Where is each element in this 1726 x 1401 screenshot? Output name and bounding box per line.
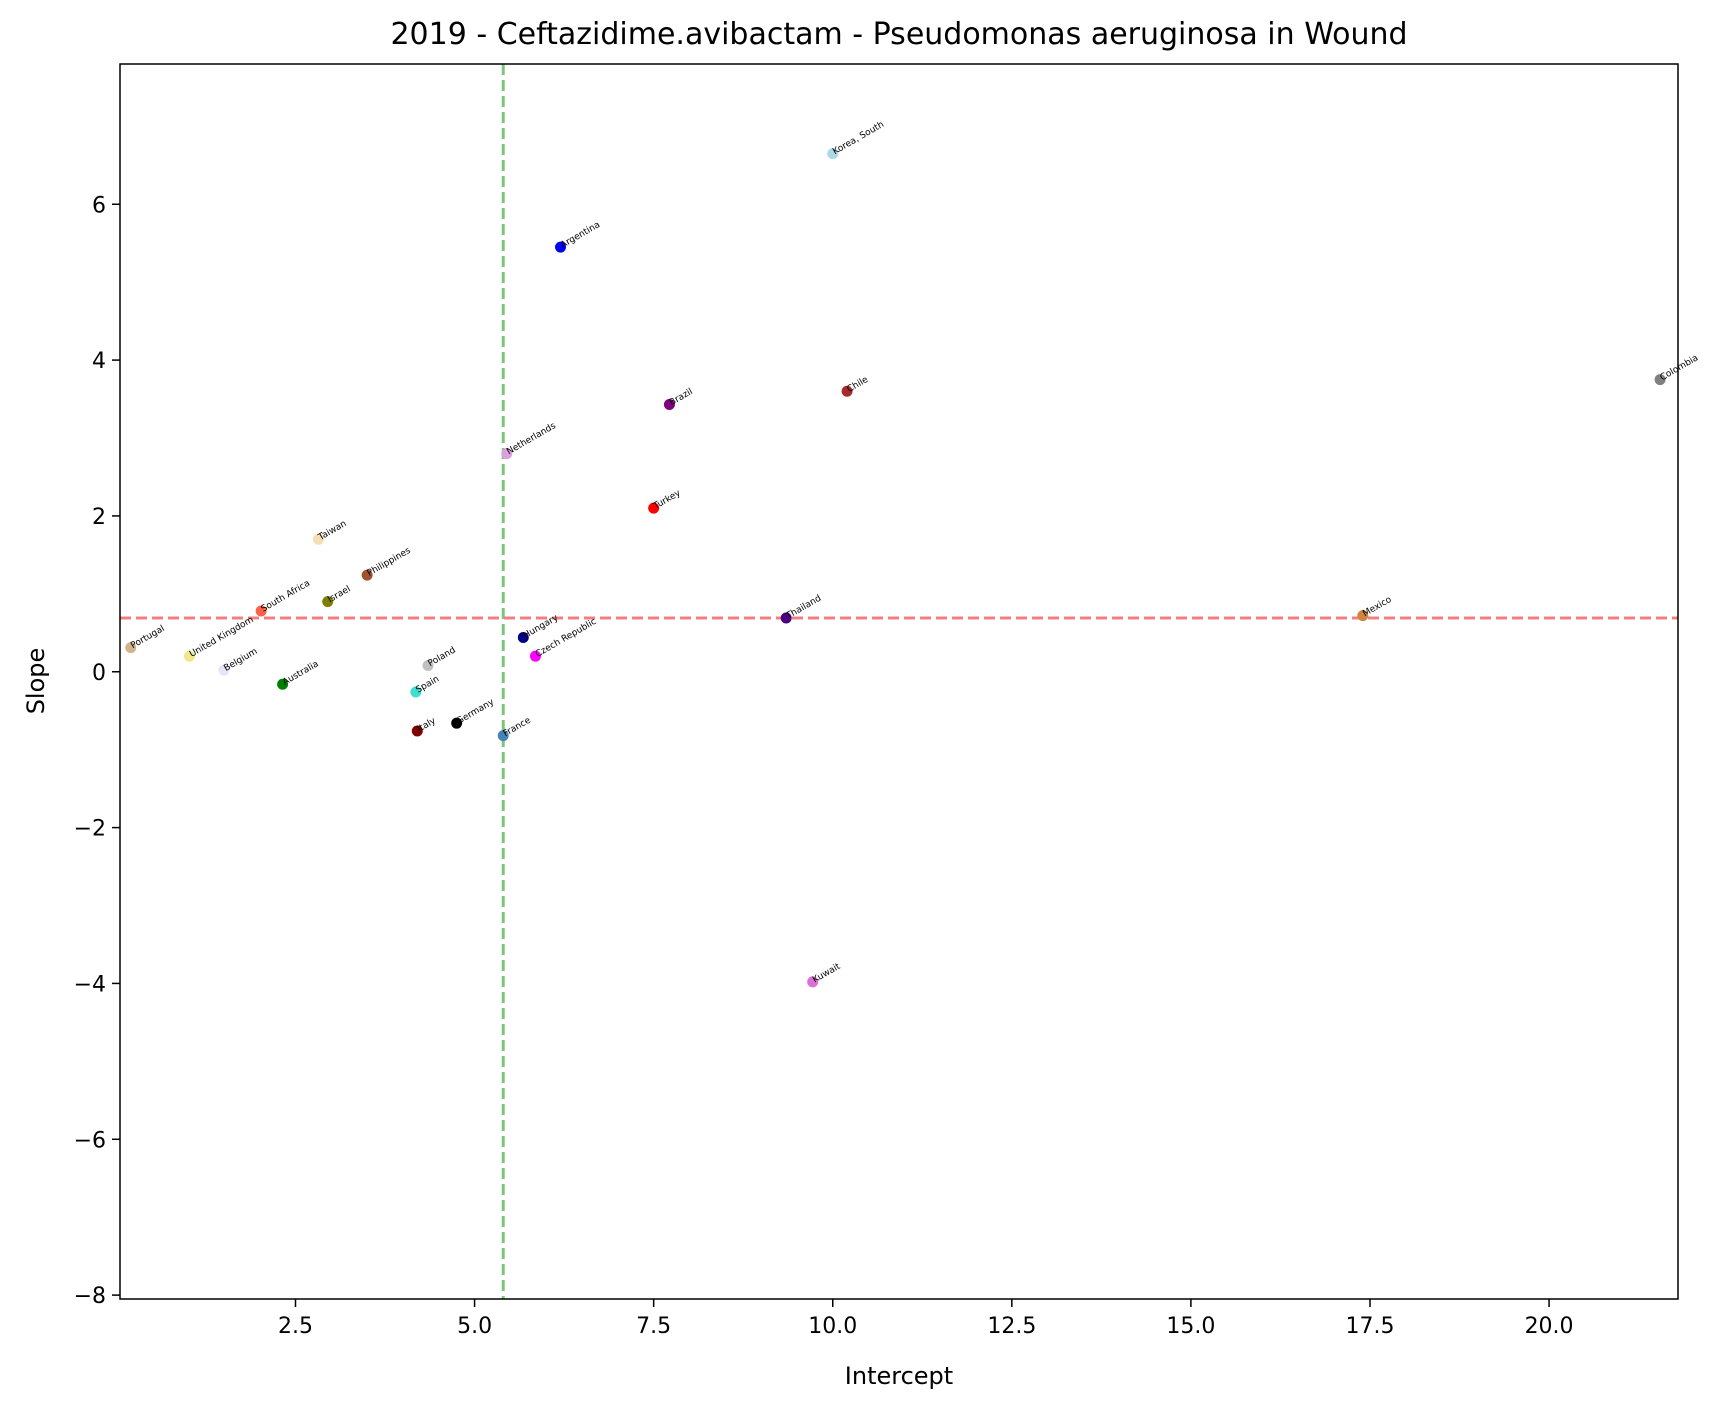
data-point (312, 533, 324, 545)
data-point (1654, 374, 1666, 386)
chart-title: 2019 - Ceftazidime.avibactam - Pseudomon… (390, 17, 1407, 52)
x-axis-ticks: 2.5 5.0 7.5 10.0 12.5 15.0 17.5 20.0 (278, 1299, 1574, 1339)
data-point (422, 660, 434, 672)
data-point (255, 605, 267, 617)
y-tick-label: −6 (74, 1128, 106, 1153)
plot-frame (119, 63, 1679, 1300)
plot-area (120, 64, 1678, 1299)
y-tick-label: −2 (74, 817, 106, 842)
data-point (361, 569, 373, 581)
x-tick-label: 7.5 (636, 1314, 671, 1339)
data-point (807, 976, 819, 988)
reference-lines (120, 64, 1678, 1299)
data-point (648, 502, 660, 514)
data-point (841, 385, 853, 397)
y-tick-label: 6 (92, 193, 106, 218)
data-point (183, 650, 195, 662)
x-tick-label: 15.0 (1166, 1314, 1215, 1339)
x-tick-label: 2.5 (278, 1314, 313, 1339)
data-point (555, 241, 567, 253)
data-point (501, 448, 513, 460)
y-axis-label: Slope (22, 648, 50, 715)
x-tick-label: 20.0 (1525, 1314, 1574, 1339)
data-point (410, 686, 422, 698)
y-tick-label: 2 (92, 505, 106, 530)
data-point (827, 148, 839, 160)
x-tick-label: 17.5 (1345, 1314, 1394, 1339)
y-tick-label: −8 (74, 1284, 106, 1309)
y-axis-ticks: −8 −6 −4 −2 0 2 4 6 (74, 193, 120, 1309)
y-tick-label: −4 (74, 972, 106, 997)
data-point (517, 631, 529, 643)
data-point (411, 725, 423, 737)
x-tick-label: 10.0 (808, 1314, 857, 1339)
data-point (451, 717, 463, 729)
x-axis-label: Intercept (845, 1362, 953, 1390)
y-tick-label: 0 (92, 661, 106, 686)
data-point (125, 642, 137, 654)
data-point (277, 678, 289, 690)
data-point (780, 612, 792, 624)
data-point (663, 399, 675, 411)
data-point (322, 596, 334, 608)
x-tick-label: 5.0 (457, 1314, 492, 1339)
data-point (497, 730, 509, 742)
data-point (1357, 610, 1369, 622)
x-tick-label: 12.5 (987, 1314, 1036, 1339)
data-point (218, 664, 230, 676)
y-tick-label: 4 (92, 349, 106, 374)
data-point (529, 650, 541, 662)
